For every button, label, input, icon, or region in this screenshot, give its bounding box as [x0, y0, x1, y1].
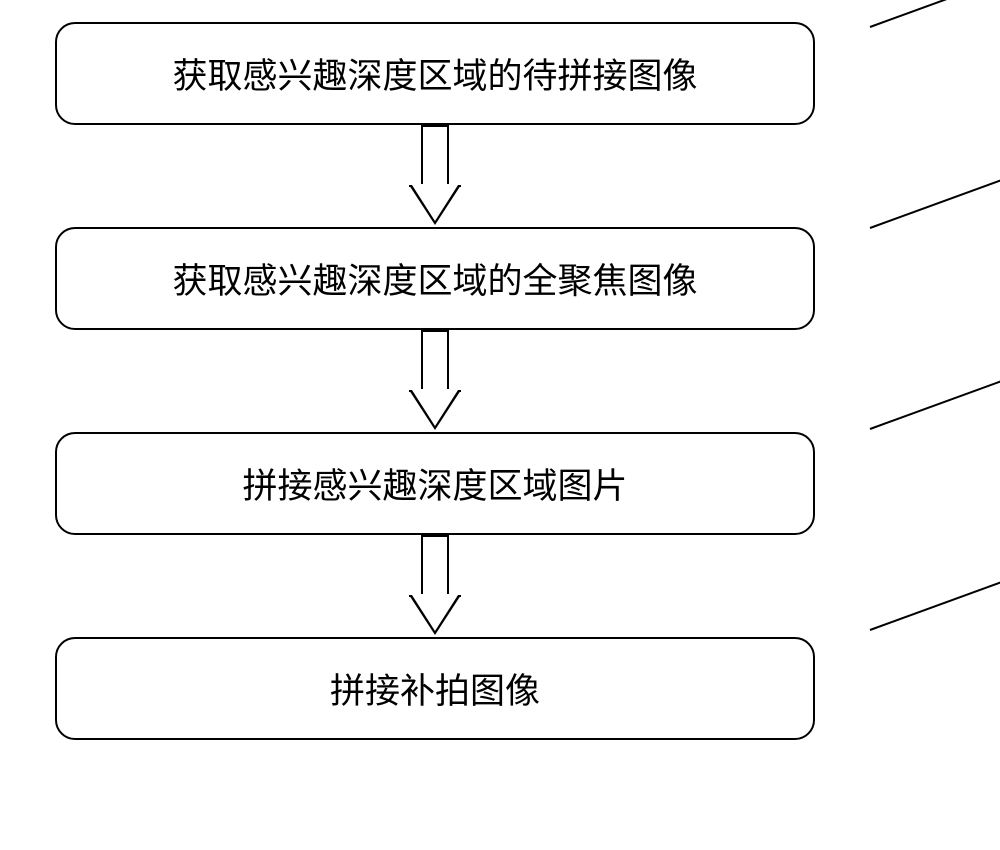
leader-line-4: [870, 581, 1000, 631]
flowchart-container: 获取感兴趣深度区域的待拼接图像 获取感兴趣深度区域的全聚焦图像 拼接感兴趣深度区…: [55, 22, 875, 740]
leader-line-1: [870, 0, 1000, 28]
arrow-2: [55, 330, 815, 432]
flow-step-4: 拼接补拍图像: [55, 637, 815, 740]
step-label: 拼接感兴趣深度区域图片: [242, 467, 627, 506]
down-arrow-icon: [409, 535, 461, 637]
flow-step-1: 获取感兴趣深度区域的待拼接图像: [55, 22, 815, 125]
leader-line-3: [870, 380, 1000, 430]
flow-step-3: 拼接感兴趣深度区域图片: [55, 432, 815, 535]
step-label: 获取感兴趣深度区域的待拼接图像: [172, 57, 697, 96]
down-arrow-icon: [409, 125, 461, 227]
step-label: 拼接补拍图像: [330, 672, 540, 711]
step-label: 获取感兴趣深度区域的全聚焦图像: [172, 262, 697, 301]
leader-line-2: [870, 179, 1000, 229]
flow-step-2: 获取感兴趣深度区域的全聚焦图像: [55, 227, 815, 330]
down-arrow-icon: [409, 330, 461, 432]
arrow-3: [55, 535, 815, 637]
arrow-1: [55, 125, 815, 227]
